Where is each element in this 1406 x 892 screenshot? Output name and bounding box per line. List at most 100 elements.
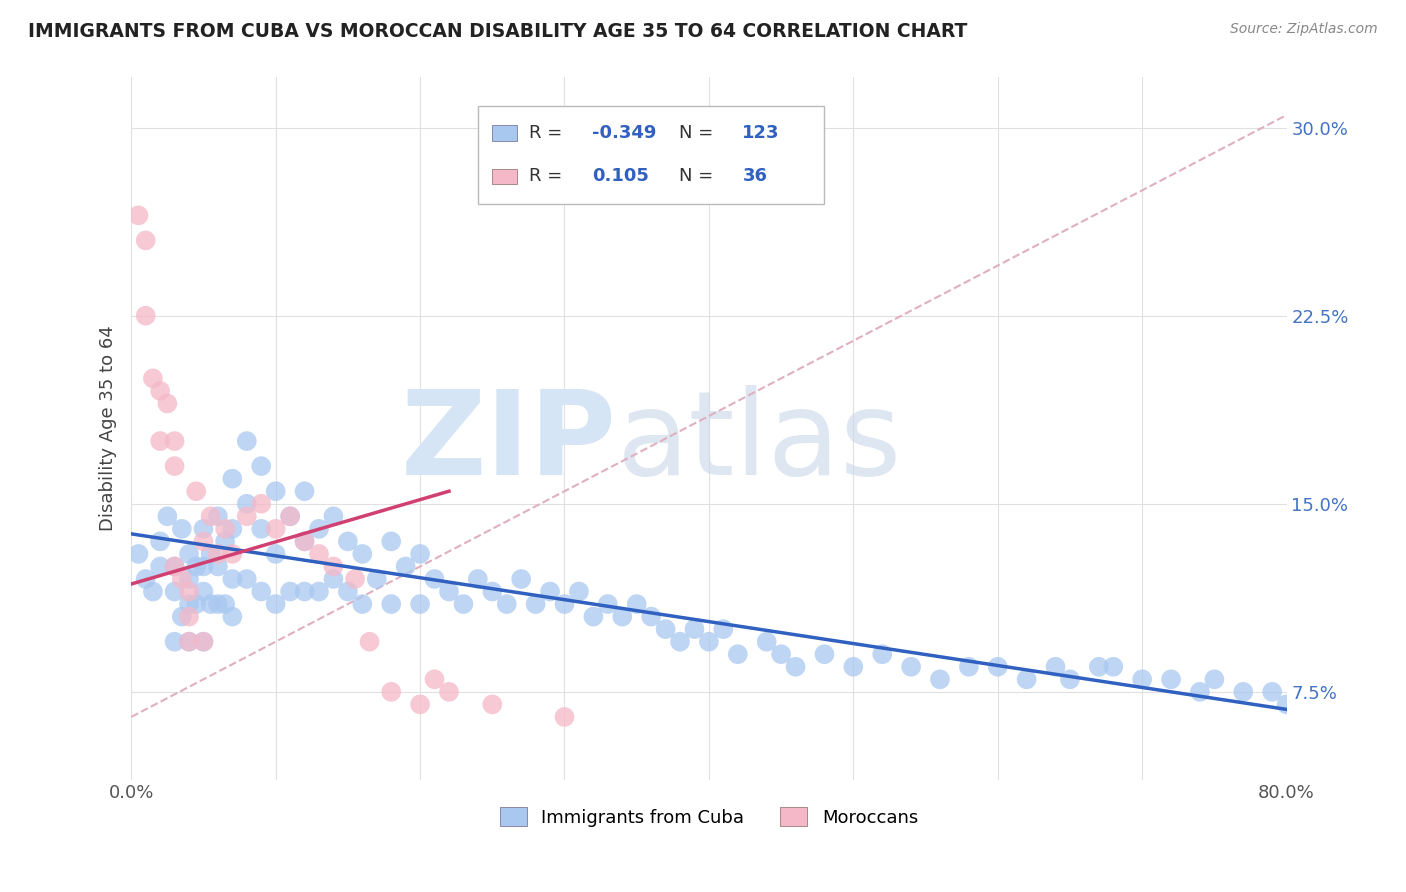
Point — [1015, 673, 1038, 687]
Point — [236, 497, 259, 511]
Point — [900, 659, 922, 673]
Point — [236, 434, 259, 448]
Point — [612, 609, 634, 624]
Point — [163, 584, 186, 599]
Point — [163, 634, 186, 648]
Point — [582, 609, 605, 624]
Text: N =: N = — [679, 124, 718, 142]
Point — [170, 522, 193, 536]
Point — [163, 434, 186, 448]
Point — [481, 698, 503, 712]
Point — [409, 698, 432, 712]
Text: N =: N = — [679, 168, 718, 186]
Point — [127, 208, 149, 222]
Point — [957, 659, 980, 673]
Text: IMMIGRANTS FROM CUBA VS MOROCCAN DISABILITY AGE 35 TO 64 CORRELATION CHART: IMMIGRANTS FROM CUBA VS MOROCCAN DISABIL… — [28, 22, 967, 41]
Point — [755, 634, 778, 648]
Point — [264, 522, 287, 536]
Point — [294, 484, 316, 499]
Point — [278, 584, 301, 599]
Point — [193, 584, 215, 599]
Point — [1261, 685, 1284, 699]
Point — [813, 647, 835, 661]
Point — [380, 685, 402, 699]
Point — [308, 547, 330, 561]
Point — [163, 559, 186, 574]
Point — [221, 547, 243, 561]
Point — [336, 534, 359, 549]
Text: 36: 36 — [742, 168, 768, 186]
Point — [437, 584, 460, 599]
Point — [842, 659, 865, 673]
Point — [193, 522, 215, 536]
Text: 123: 123 — [742, 124, 780, 142]
Point — [1160, 673, 1182, 687]
Text: -0.349: -0.349 — [592, 124, 657, 142]
Point — [177, 634, 200, 648]
Point — [294, 534, 316, 549]
Point — [193, 634, 215, 648]
Point — [308, 584, 330, 599]
Point — [366, 572, 388, 586]
Text: 0.105: 0.105 — [592, 168, 650, 186]
Point — [987, 659, 1010, 673]
Point — [186, 484, 208, 499]
Point — [207, 509, 229, 524]
Point — [156, 509, 179, 524]
Point — [423, 572, 446, 586]
Point — [1102, 659, 1125, 673]
Point — [221, 572, 243, 586]
Point — [336, 584, 359, 599]
Point — [177, 634, 200, 648]
Point — [278, 509, 301, 524]
Point — [1275, 698, 1298, 712]
Legend: Immigrants from Cuba, Moroccans: Immigrants from Cuba, Moroccans — [492, 800, 925, 834]
Point — [250, 584, 273, 599]
Point — [380, 534, 402, 549]
Point — [177, 609, 200, 624]
Point — [524, 597, 547, 611]
Point — [344, 572, 367, 586]
Point — [352, 597, 374, 611]
Point — [177, 547, 200, 561]
Point — [163, 559, 186, 574]
Point — [929, 673, 952, 687]
Point — [236, 572, 259, 586]
Point — [200, 597, 222, 611]
Point — [135, 234, 157, 248]
Point — [626, 597, 648, 611]
Point — [322, 509, 344, 524]
Text: Source: ZipAtlas.com: Source: ZipAtlas.com — [1230, 22, 1378, 37]
Text: R =: R = — [529, 124, 568, 142]
Point — [200, 509, 222, 524]
Point — [177, 584, 200, 599]
Point — [177, 572, 200, 586]
Point — [163, 459, 186, 474]
Point — [669, 634, 692, 648]
Point — [264, 547, 287, 561]
Point — [214, 534, 236, 549]
Point — [214, 597, 236, 611]
Point — [1088, 659, 1111, 673]
Point — [149, 384, 172, 398]
Point — [437, 685, 460, 699]
Point — [870, 647, 893, 661]
Point — [186, 597, 208, 611]
Point — [683, 622, 706, 636]
Point — [409, 547, 432, 561]
Point — [214, 522, 236, 536]
Point — [250, 522, 273, 536]
Point — [156, 396, 179, 410]
Point — [423, 673, 446, 687]
Point — [294, 584, 316, 599]
Point — [640, 609, 662, 624]
Point — [553, 710, 575, 724]
Point — [510, 572, 533, 586]
Point — [236, 509, 259, 524]
Point — [186, 559, 208, 574]
Point — [193, 559, 215, 574]
Point — [654, 622, 676, 636]
Point — [359, 634, 381, 648]
Point — [395, 559, 418, 574]
Point — [380, 597, 402, 611]
